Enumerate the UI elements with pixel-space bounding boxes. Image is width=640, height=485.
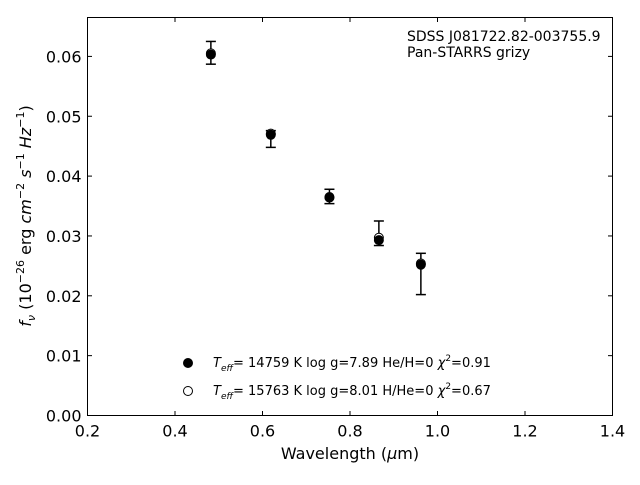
x-tick-label: 0.6 xyxy=(250,422,275,441)
legend-marker-filled xyxy=(183,358,193,368)
y-tick-label: 0.03 xyxy=(46,227,82,246)
y-tick-label: 0.00 xyxy=(46,407,82,426)
data-point-filled xyxy=(205,49,216,60)
legend-entry-2: Teff= 15763 K log g=8.01 H/He=0 χ2=0.67 xyxy=(213,382,491,402)
object-name-annotation: SDSS J081722.82-003755.9 xyxy=(407,29,601,45)
x-tick-label: 0.8 xyxy=(337,422,362,441)
y-tick-label: 0.06 xyxy=(46,47,82,66)
y-tick-label: 0.04 xyxy=(46,167,82,186)
survey-annotation: Pan-STARRS grizy xyxy=(407,45,530,61)
data-point-filled xyxy=(415,259,426,270)
x-axis-label: Wavelength (μm) xyxy=(281,444,419,463)
y-tick-label: 0.01 xyxy=(46,347,82,366)
x-tick-label: 1.2 xyxy=(512,422,537,441)
x-tick-label: 1.0 xyxy=(425,422,450,441)
x-tick-label: 0.4 xyxy=(162,422,187,441)
error-bars xyxy=(205,40,426,296)
y-tick-label: 0.05 xyxy=(46,107,82,126)
data-point-filled xyxy=(373,235,384,246)
x-tick-label: 0.2 xyxy=(75,422,100,441)
legend-entry-1: Teff= 14759 K log g=7.89 He/H=0 χ2=0.91 xyxy=(213,354,491,374)
y-axis-label: fν (10−26 erg cm−2 s−1 Hz−1) xyxy=(14,105,38,326)
legend-marker-open xyxy=(183,386,193,396)
data-point-filled xyxy=(324,192,335,203)
x-tick-label: 1.4 xyxy=(600,422,625,441)
y-axis-ticks: 0.00 0.01 0.02 0.03 0.04 0.05 0.06 xyxy=(46,47,613,426)
y-tick-label: 0.02 xyxy=(46,287,82,306)
x-axis-ticks: 0.2 0.4 0.6 0.8 1.0 1.2 1.4 xyxy=(75,17,625,441)
data-points xyxy=(205,48,426,270)
data-point-filled xyxy=(265,129,276,140)
legend: Teff= 14759 K log g=7.89 He/H=0 χ2=0.91 … xyxy=(183,354,491,402)
